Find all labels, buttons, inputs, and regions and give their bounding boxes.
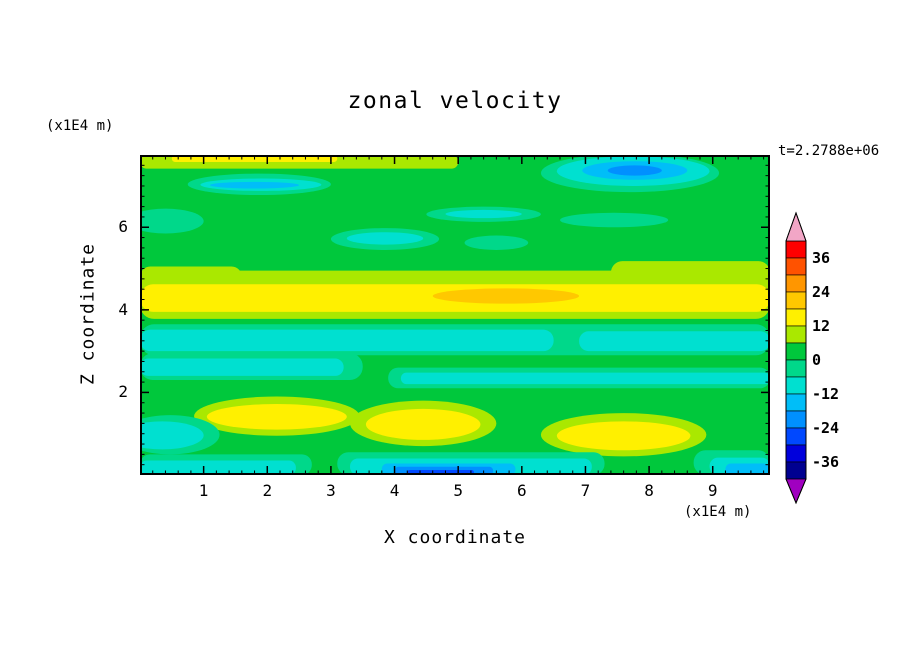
x-tick-label: 3 — [326, 481, 336, 500]
colorbar-label: 12 — [812, 317, 831, 335]
x-axis-tick-labels: 1 2 3 4 5 6 7 8 9 — [140, 481, 770, 503]
colorbar-scale — [785, 211, 807, 505]
colorbar-labels: 36 24 12 0 -12 -24 -36 — [812, 211, 868, 507]
chart-title: zonal velocity — [347, 88, 563, 114]
colorbar-label: 36 — [812, 249, 831, 267]
x-axis-unit: (x1E4 m) — [684, 504, 752, 520]
y-tick-label: 4 — [118, 299, 128, 319]
x-axis-label: X coordinate — [383, 527, 527, 548]
colorbar-label: -24 — [812, 419, 840, 437]
x-tick-label: 6 — [516, 481, 527, 500]
colorbar-label: 24 — [812, 283, 831, 301]
time-annotation: t=2.2788e+06 — [778, 143, 880, 159]
colorbar-label: 0 — [812, 351, 822, 369]
y-axis-unit: (x1E4 m) — [46, 118, 114, 134]
x-tick-label: 4 — [389, 481, 400, 500]
x-tick-label: 8 — [644, 481, 654, 500]
x-tick-label: 9 — [707, 481, 718, 500]
x-tick-label: 2 — [262, 481, 273, 500]
x-tick-label: 7 — [580, 481, 591, 500]
y-tick-label: 6 — [118, 217, 128, 237]
colorbar — [784, 211, 808, 507]
y-tick-label: 2 — [118, 382, 128, 402]
y-axis-tick-labels: 2 4 6 — [92, 155, 128, 475]
colorbar-label: -12 — [812, 385, 840, 403]
x-tick-label: 5 — [453, 481, 463, 500]
contour-field — [140, 155, 770, 475]
contour-plot-area — [140, 155, 770, 475]
colorbar-label: -36 — [812, 453, 840, 471]
x-tick-label: 1 — [198, 481, 209, 500]
